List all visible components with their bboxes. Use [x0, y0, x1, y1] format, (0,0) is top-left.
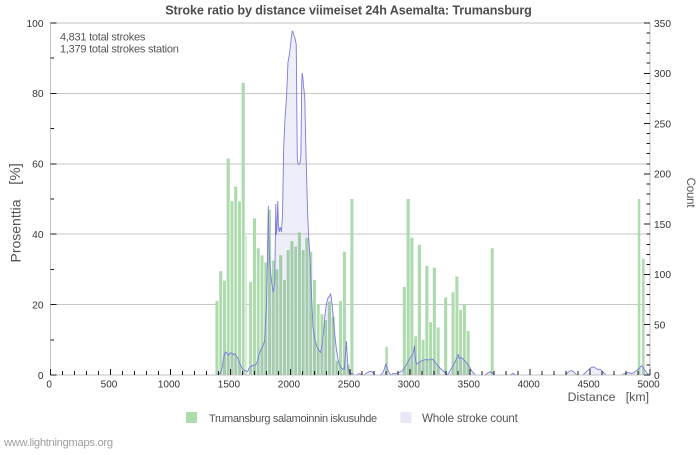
svg-text:0: 0 — [38, 371, 44, 382]
svg-text:3000: 3000 — [398, 380, 421, 391]
svg-text:Whole stroke count: Whole stroke count — [422, 412, 519, 425]
svg-text:4500: 4500 — [577, 380, 600, 391]
svg-text:100: 100 — [654, 270, 671, 281]
svg-text:1,379 total strokes station: 1,379 total strokes station — [60, 43, 179, 55]
svg-text:[%]: [%] — [7, 163, 24, 185]
svg-text:1000: 1000 — [158, 380, 181, 391]
svg-text:500: 500 — [101, 380, 118, 391]
svg-text:Trumansburg salamoinnin iskusu: Trumansburg salamoinnin iskusuhde — [209, 413, 377, 425]
svg-text:100: 100 — [27, 19, 44, 30]
svg-text:60: 60 — [32, 160, 44, 171]
svg-text:5000: 5000 — [637, 380, 660, 391]
svg-text:250: 250 — [654, 119, 671, 130]
svg-text:50: 50 — [654, 321, 666, 332]
svg-text:Distance [km]: Distance [km] — [568, 390, 649, 404]
svg-text:20: 20 — [32, 300, 44, 311]
svg-text:350: 350 — [654, 19, 671, 30]
svg-text:4000: 4000 — [518, 380, 541, 391]
svg-text:300: 300 — [654, 69, 671, 80]
svg-text:3500: 3500 — [458, 380, 481, 391]
svg-text:Prosenttia: Prosenttia — [8, 199, 24, 262]
svg-text:2500: 2500 — [338, 380, 361, 391]
svg-text:80: 80 — [32, 89, 44, 100]
svg-text:2000: 2000 — [278, 380, 301, 391]
svg-text:0: 0 — [46, 380, 52, 391]
svg-text:0: 0 — [654, 371, 660, 382]
svg-text:200: 200 — [654, 170, 671, 181]
svg-text:www.lightningmaps.org: www.lightningmaps.org — [3, 437, 113, 449]
svg-text:1500: 1500 — [218, 380, 241, 391]
svg-text:Count: Count — [684, 178, 696, 209]
svg-text:150: 150 — [654, 220, 671, 231]
svg-text:4,831 total strokes: 4,831 total strokes — [60, 31, 146, 43]
svg-text:Stroke ratio by distance viime: Stroke ratio by distance viimeiset 24h A… — [165, 3, 532, 17]
svg-text:40: 40 — [32, 230, 44, 241]
